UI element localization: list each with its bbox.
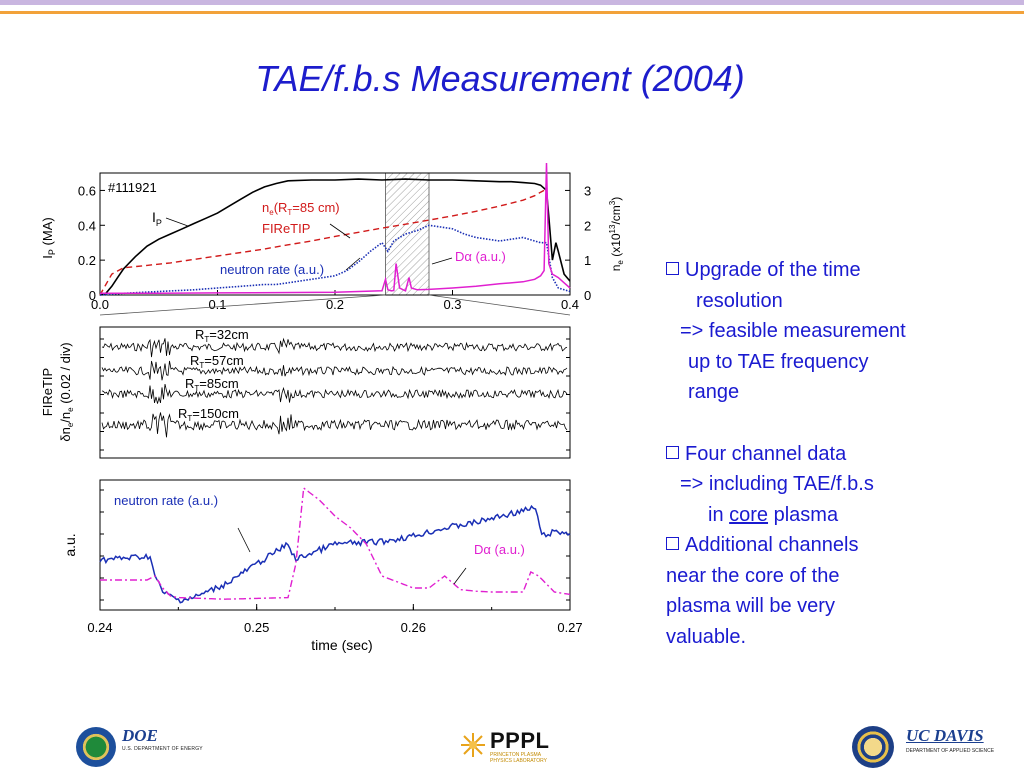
shot-label: #111921 [108,180,157,195]
ucd-seal-logo [852,726,894,768]
fluctuation-trace [101,412,568,438]
ne-axis-title: ne (x1013/cm3) [608,197,625,272]
bottom-dalpha-series-line [100,486,571,600]
bottom-neutron-series-line [99,504,571,604]
x-tick-label: 0.0 [91,297,109,312]
bullet-1-line-5: range [688,381,740,403]
fluctuation-trace [101,360,568,381]
y2-tick-label: 3 [584,183,591,198]
panel-middle: RT=32cm RT=57cm RT=85cm RT=150cm FIReTIP… [40,326,571,459]
dalpha-label-arrow [431,257,453,265]
slide-title: TAE/f.b.s Measurement (2004) [255,58,745,99]
bullet-1: Upgrade of the time [666,255,1006,286]
doe-logo-subtext: U.S. DEPARTMENT OF ENERGY [122,746,203,752]
ip-series-line [99,178,571,296]
checkbox-bullet-icon [666,262,679,275]
top-accent-bar [0,0,1024,5]
ip-axis-title: IP (MA) [40,217,57,258]
figure: 0.0 0.1 0.2 0.3 0.4 0 0.2 0.4 0.6 0 1 2 3 #111921 IP… [40,162,625,653]
ip-label: IP [152,209,162,228]
x-tick-label: 0.25 [244,620,269,635]
ip-label-arrow [165,217,189,227]
channel-label-4: RT=150cm [178,406,239,423]
au-axis-title: a.u. [62,533,78,556]
doe-logo-text: DOE [122,726,158,745]
x-tick-label: 0.27 [557,620,582,635]
fluctuation-trace [101,337,568,358]
bottom-dalpha-label: Dα (a.u.) [474,542,525,557]
channel-label-3: RT=85cm [185,376,239,393]
y-tick-label: 0.6 [78,183,96,198]
ne-label-line2: FIReTIP [262,221,310,236]
y2-tick-label: 1 [584,253,591,268]
neutron-label: neutron rate (a.u.) [220,262,324,277]
x-tick-label: 0.2 [326,297,344,312]
pppl-starburst-icon [461,733,485,757]
bullet-2-line-3: in core plasma [708,503,839,526]
bullet-3: Additional channels [666,530,1006,561]
ne-series-line [99,189,545,296]
dalpha-label: Dα (a.u.) [455,249,506,264]
dalpha-series-line [100,162,571,295]
bottom-dalpha-arrow [453,567,467,585]
channel-label-1: RT=32cm [195,327,249,344]
bullet-1-line-3: => feasible measurement [680,320,906,342]
bullet-2-line-2: => including TAE/f.b.s [680,473,874,495]
y2-tick-label: 2 [584,218,591,233]
top-accent-line [0,11,1024,14]
x-tick-label: 0.24 [87,620,112,635]
bullet-3-line-2: near the core of the [666,564,840,587]
panel-bottom: 0.24 0.25 0.26 0.27 neutron rate (a.u.) Dα … [62,479,583,653]
panel-middle-frame [99,326,571,459]
firetip-axis-title: FIReTIP [40,368,55,416]
y2-tick-label: 0 [584,288,591,303]
x-tick-label: 0.26 [401,620,426,635]
neutron-label-arrow [345,257,361,271]
x-tick-label: 0.3 [443,297,461,312]
ne-label-arrow [329,223,351,239]
checkbox-bullet-icon [666,445,679,459]
dne-axis-title: δne/ne (0.02 / div) [58,342,75,441]
ucd-logo-text: UC DAVIS [906,726,984,745]
bullet-3-line-4: valuable. [666,625,747,648]
bullet-2: Four channel data [666,439,1006,470]
time-axis-title: time (sec) [311,637,372,653]
bullet-1-line-2: resolution [696,289,783,312]
bottom-neutron-label: neutron rate (a.u.) [114,493,218,508]
bullet-3-line-3: plasma will be very [666,595,835,617]
channel-label-2: RT=57cm [190,353,244,370]
zoom-connector-right [428,294,571,316]
ne-label: ne(RT=85 cm) [262,200,340,217]
bullet-list: Upgrade of the time resolution => feasib… [666,255,1006,652]
panel-top: 0.0 0.1 0.2 0.3 0.4 0 0.2 0.4 0.6 0 1 2 3 #111921 IP… [40,162,625,312]
fluctuation-trace [101,384,568,404]
ucd-logo-subtext: DEPARTMENT OF APPLIED SCIENCE [906,748,995,754]
bottom-neutron-arrow [237,527,251,553]
zoom-connector-left [99,294,386,316]
doe-seal-logo [76,727,116,767]
y-tick-label: 0.4 [78,218,96,233]
x-tick-label: 0.4 [561,297,579,312]
neutron-series-line [99,224,571,296]
panel-top-highlight [385,172,430,296]
checkbox-bullet-icon [666,537,679,550]
pppl-logo-text: PPPL [490,728,550,753]
y-tick-label: 0.2 [78,253,96,268]
pppl-logo-subtext: PRINCETON PLASMA PHYSICS LABORATORY [490,752,547,764]
bullet-1-line-4: up to TAE frequency [688,350,869,373]
y-tick-label: 0 [89,288,96,303]
x-tick-label: 0.1 [208,297,226,312]
